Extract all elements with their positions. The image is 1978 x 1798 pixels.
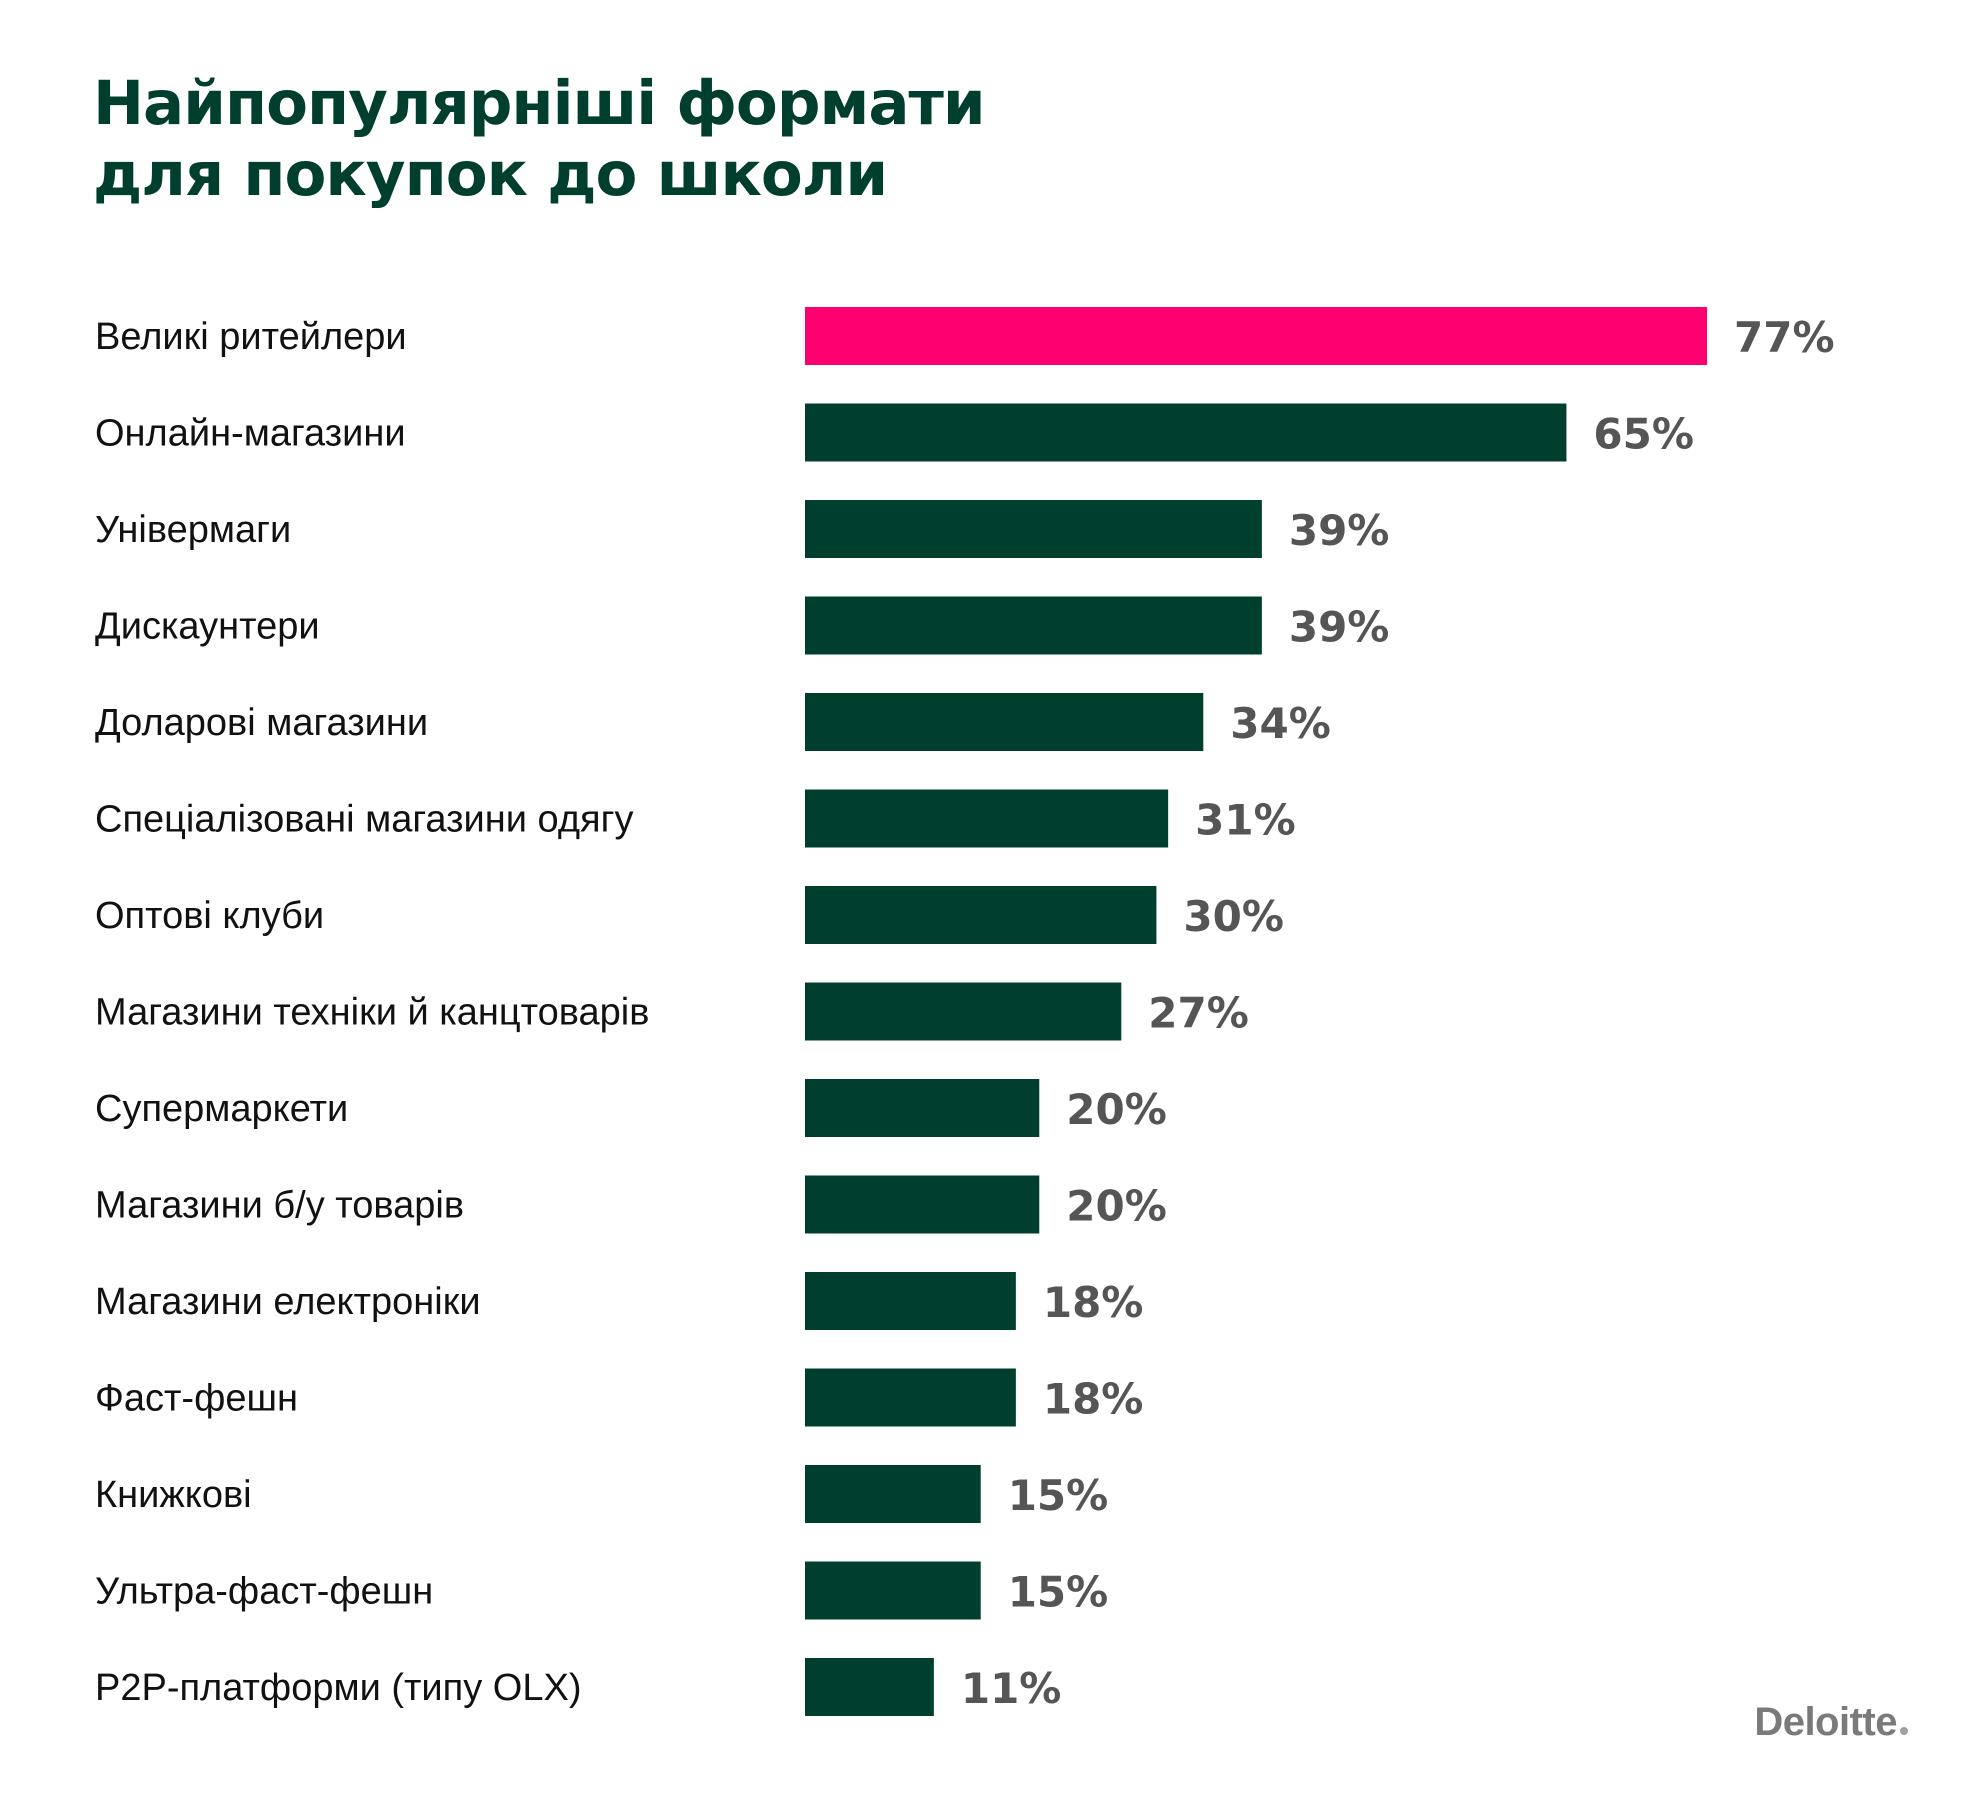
- category-label: Супермаркети: [95, 1088, 348, 1130]
- category-label: P2P-платформи (типу OLX): [95, 1667, 582, 1709]
- category-label: Доларові магазини: [95, 702, 428, 744]
- category-label: Великі ритейлери: [95, 316, 407, 358]
- category-label: Фаст-фешн: [95, 1378, 298, 1420]
- bar: [805, 1368, 1016, 1427]
- category-label: Дискаунтери: [95, 606, 320, 648]
- category-label: Універмаги: [95, 509, 291, 551]
- bar: [805, 1658, 934, 1716]
- value-label: 39%: [1289, 603, 1390, 652]
- bar: [805, 1272, 1016, 1330]
- value-label: 77%: [1734, 313, 1835, 362]
- bar: [805, 982, 1122, 1041]
- bar: [805, 1175, 1040, 1234]
- category-label: Магазини б/у товарів: [95, 1185, 464, 1227]
- chart-title-line-2: для покупок до школи: [93, 139, 888, 210]
- category-label: Онлайн-магазини: [95, 413, 406, 455]
- bar: [805, 500, 1262, 558]
- value-label: 15%: [1008, 1568, 1109, 1617]
- category-label: Магазини техніки й канцтоварів: [95, 992, 649, 1034]
- bar: [805, 403, 1567, 462]
- category-label: Магазини електроніки: [95, 1281, 481, 1323]
- bar: [805, 1079, 1040, 1137]
- bar: [805, 789, 1169, 848]
- deloitte-logo: Deloitte: [1754, 1700, 1908, 1745]
- bar: [805, 693, 1204, 751]
- category-label: Книжкові: [95, 1474, 252, 1516]
- value-label: 11%: [961, 1664, 1062, 1713]
- deloitte-logo-text: Deloitte: [1754, 1700, 1897, 1744]
- value-label: 20%: [1066, 1182, 1167, 1231]
- bar: [805, 1561, 981, 1620]
- bar: [805, 596, 1262, 655]
- category-label: Спеціалізовані магазини одягу: [95, 799, 633, 841]
- value-label: 27%: [1148, 989, 1249, 1038]
- value-label: 30%: [1183, 892, 1284, 941]
- category-label: Ультра-фаст-фешн: [95, 1571, 433, 1613]
- logo-dot-icon: [1900, 1727, 1908, 1735]
- chart-title-line-1: Найпопулярніші формати: [93, 68, 986, 139]
- value-label: 31%: [1195, 796, 1296, 845]
- bar: [805, 307, 1707, 365]
- chart-title: Найпопулярніші формати для покупок до шк…: [93, 68, 986, 210]
- value-label: 39%: [1289, 506, 1390, 555]
- value-label: 18%: [1043, 1278, 1144, 1327]
- bar: [805, 1465, 981, 1523]
- value-label: 20%: [1066, 1085, 1167, 1134]
- value-label: 34%: [1230, 699, 1331, 748]
- category-label: Оптові клуби: [95, 895, 324, 937]
- value-label: 15%: [1008, 1471, 1109, 1520]
- bars-group: Великі ритейлери 77% Онлайн-магазини 65% Уні…: [95, 307, 1835, 1716]
- bar: [805, 886, 1157, 944]
- value-label: 18%: [1043, 1375, 1144, 1424]
- value-label: 65%: [1593, 410, 1694, 459]
